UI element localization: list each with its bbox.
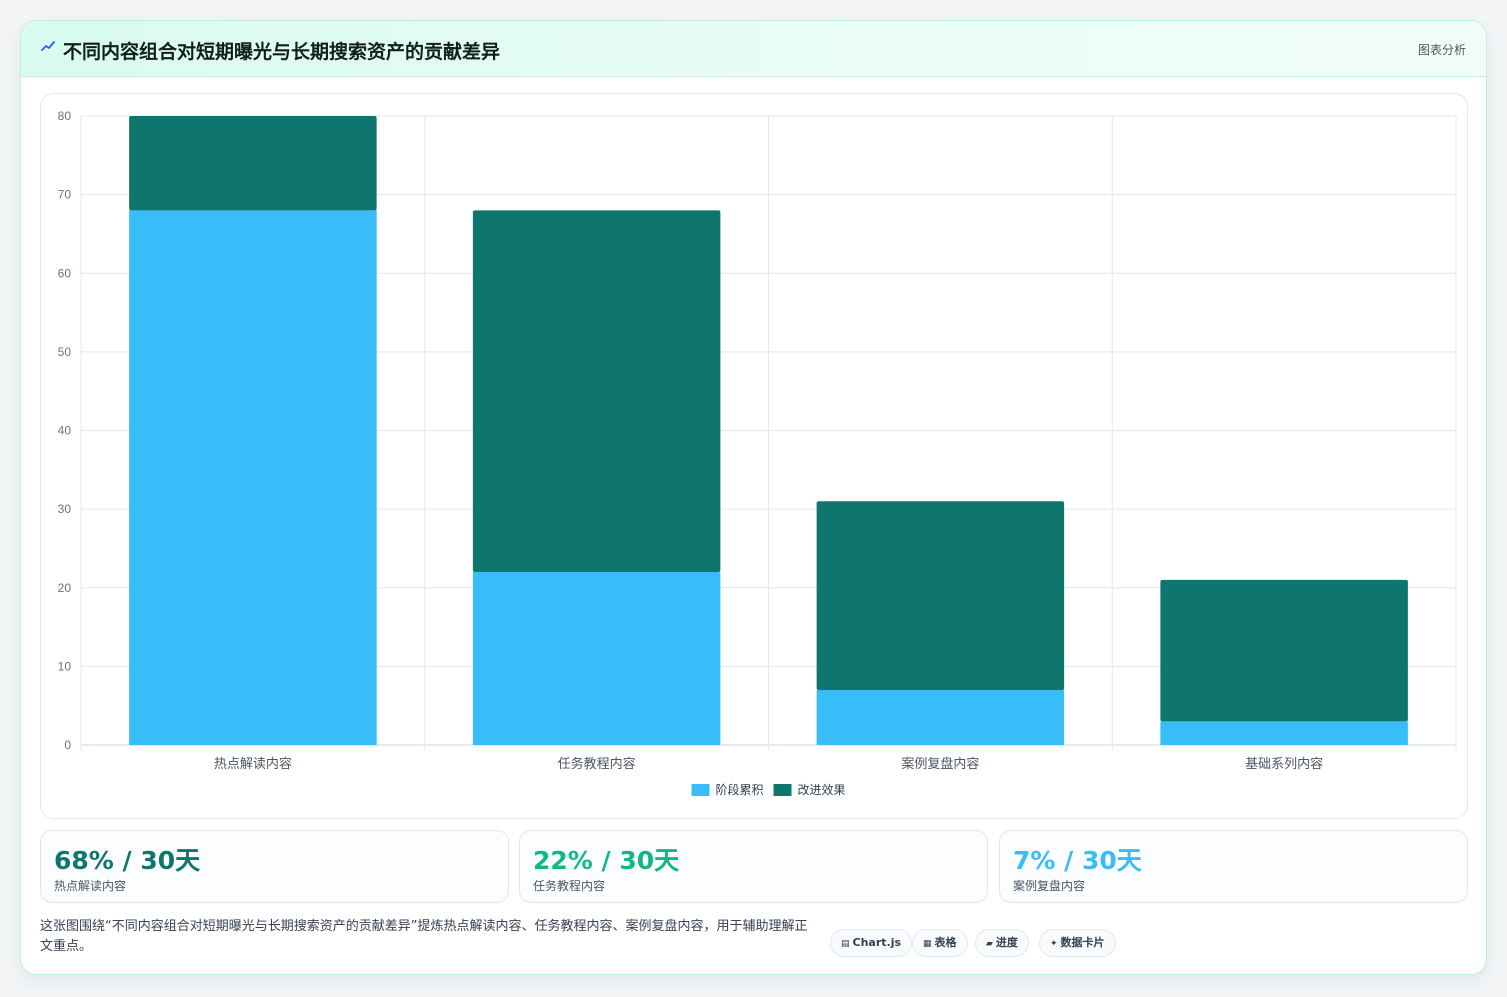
sparkle-icon: ✦ bbox=[1050, 939, 1058, 949]
tag-label: 数据卡片 bbox=[1060, 936, 1105, 949]
bar-segment bbox=[472, 572, 721, 745]
page-title: 不同内容组合对短期曝光与长期搜索资产的贡献差异 bbox=[63, 41, 501, 63]
progress-icon: ▰ bbox=[986, 939, 993, 949]
x-tick-label: 任务教程内容 bbox=[558, 756, 636, 772]
chart-description: 这张图围绕“不同内容组合对短期曝光与长期搜索资产的贡献差异”提炼热点解读内容、任… bbox=[40, 919, 808, 954]
stat-card-1: 68% / 30天 热点解读内容 bbox=[40, 830, 509, 903]
legend-swatch bbox=[773, 784, 792, 796]
chart-icon: ▤ bbox=[841, 939, 850, 949]
stat-card-2: 22% / 30天 任务教程内容 bbox=[519, 830, 988, 903]
bar-segment bbox=[1160, 721, 1408, 745]
stat-label: 热点解读内容 bbox=[54, 879, 127, 893]
chart-card: 不同内容组合对短期曝光与长期搜索资产的贡献差异 图表分析 0 10 20 30 40 50… bbox=[20, 20, 1487, 975]
legend-swatch bbox=[691, 784, 710, 796]
bar-segment bbox=[472, 210, 721, 573]
tag-label: 进度 bbox=[995, 936, 1018, 949]
bar-segment bbox=[1160, 579, 1408, 722]
tag-progress[interactable]: ▰ 进度 bbox=[975, 929, 1029, 957]
y-tick-label: 30 bbox=[58, 502, 72, 516]
y-tick-label: 0 bbox=[64, 738, 71, 752]
chart-analysis-link[interactable]: 图表分析 bbox=[1417, 43, 1466, 57]
bar-segment bbox=[816, 501, 1065, 690]
stat-label: 案例复盘内容 bbox=[1013, 879, 1086, 893]
stat-value: 22% / 30天 bbox=[533, 846, 680, 875]
y-tick-label: 20 bbox=[58, 581, 72, 595]
y-tick-label: 50 bbox=[58, 345, 72, 359]
x-tick-label: 案例复盘内容 bbox=[901, 756, 979, 772]
x-tick-label: 热点解读内容 bbox=[214, 756, 292, 772]
table-icon: ▦ bbox=[923, 939, 932, 949]
bar-segment bbox=[129, 116, 377, 211]
trend-icon bbox=[41, 41, 55, 51]
stat-card-3: 7% / 30天 案例复盘内容 bbox=[999, 830, 1468, 903]
y-tick-label: 40 bbox=[58, 424, 72, 438]
stat-label: 任务教程内容 bbox=[533, 879, 606, 893]
bar-segment bbox=[816, 689, 1065, 745]
tag-chartjs[interactable]: ▤ Chart.js bbox=[830, 929, 913, 957]
stat-value: 7% / 30天 bbox=[1013, 846, 1142, 875]
y-tick-label: 10 bbox=[58, 659, 72, 673]
stat-value: 68% / 30天 bbox=[54, 846, 201, 875]
tag-data-card[interactable]: ✦ 数据卡片 bbox=[1039, 929, 1116, 957]
card-header: 不同内容组合对短期曝光与长期搜索资产的贡献差异 图表分析 bbox=[21, 21, 1486, 77]
legend-label: 改进效果 bbox=[798, 782, 846, 797]
tag-label: 表格 bbox=[934, 936, 957, 949]
y-tick-label: 60 bbox=[58, 266, 72, 280]
tag-label: Chart.js bbox=[852, 936, 902, 949]
legend-label: 阶段累积 bbox=[716, 782, 764, 797]
y-tick-label: 80 bbox=[58, 109, 72, 123]
x-tick-label: 基础系列内容 bbox=[1245, 756, 1323, 772]
tag-table[interactable]: ▦ 表格 bbox=[912, 929, 968, 957]
y-tick-label: 70 bbox=[58, 188, 72, 202]
bar-segment bbox=[129, 210, 377, 746]
stacked-bar-chart: 0 10 20 30 40 50 60 70 80 热点解读内容 任务教程内容 案例复盘内容 基础系列内… bbox=[58, 109, 1457, 797]
chart-panel: 0 10 20 30 40 50 60 70 80 热点解读内容 任务教程内容 案例复盘内容 基础系列内… bbox=[40, 93, 1468, 819]
